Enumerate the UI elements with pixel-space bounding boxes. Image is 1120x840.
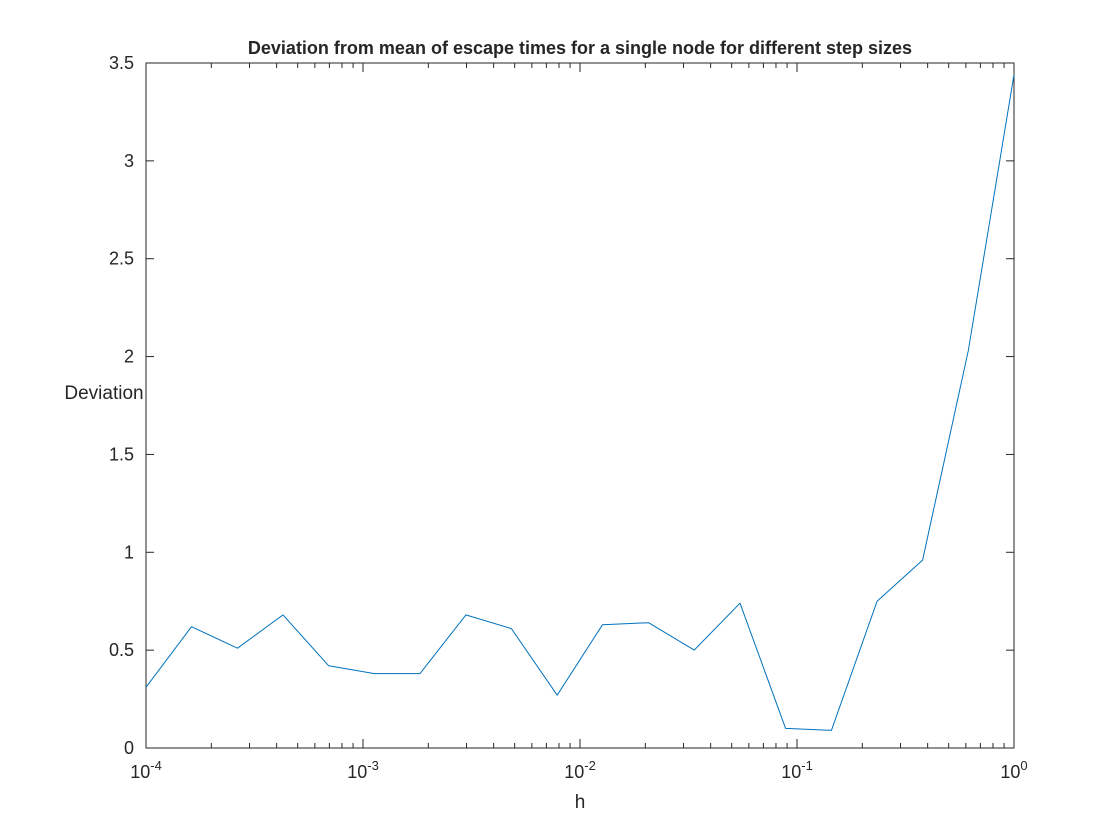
x-axis-label: h (575, 792, 586, 813)
x-tick-label: 10-4 (130, 758, 162, 782)
x-tick-label: 10-3 (347, 758, 379, 782)
y-tick-label: 2 (124, 347, 134, 367)
y-tick-label: 1 (124, 542, 134, 562)
series-line-1 (145, 74, 1015, 731)
x-tick-label: 100 (1000, 758, 1027, 782)
y-axis-label: Deviation (64, 383, 143, 404)
y-tick-label: 1.5 (109, 444, 134, 464)
y-tick-label: 3.5 (109, 53, 134, 73)
chart-title: Deviation from mean of escape times for … (248, 38, 912, 58)
y-tick-label: 3 (124, 151, 134, 171)
y-tick-label: 0.5 (109, 640, 134, 660)
x-tick-label: 10-2 (564, 758, 596, 782)
plot-area: 0 0.5 1 1.5 2 2.5 3 3.5 10-4 10-3 10-2 10-1 100 (109, 53, 1028, 782)
y-tick-label: 2.5 (109, 249, 134, 269)
y-tick-label: 0 (124, 738, 134, 758)
x-tick-label: 10-1 (781, 758, 813, 782)
